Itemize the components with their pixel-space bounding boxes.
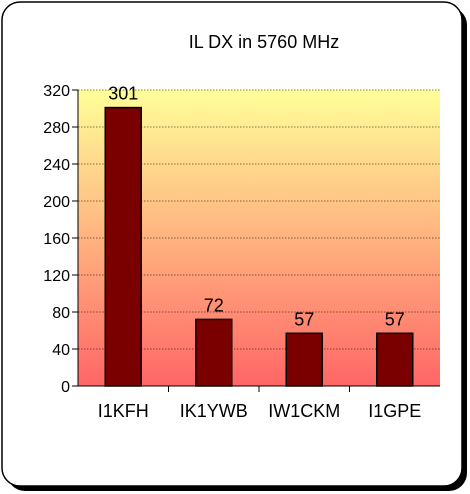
bar-value-label: 72 <box>204 295 224 315</box>
bar-value-label: 301 <box>108 84 138 104</box>
bar-iw1ckm <box>285 332 323 387</box>
bar-i1gpe <box>376 332 414 387</box>
y-tick-label: 280 <box>43 120 70 137</box>
y-tick-label: 0 <box>61 379 70 396</box>
y-tick-label: 120 <box>43 268 70 285</box>
bar-value-label: 57 <box>385 309 405 329</box>
x-tick-label: I1KFH <box>98 401 149 421</box>
bar-i1kfh <box>104 106 142 387</box>
y-tick-label: 320 <box>43 83 70 100</box>
bar-ik1ywb <box>195 318 233 387</box>
bars <box>104 106 414 387</box>
y-tick-label: 40 <box>52 342 70 359</box>
axes <box>72 89 440 392</box>
x-tick-label: I1GPE <box>368 401 421 421</box>
y-tick-label: 240 <box>43 157 70 174</box>
chart-title: IL DX in 5760 MHz <box>189 32 339 52</box>
y-tick-label: 200 <box>43 194 70 211</box>
bar-value-label: 57 <box>294 309 314 329</box>
x-tick-label: IW1CKM <box>268 401 340 421</box>
y-tick-label: 80 <box>52 305 70 322</box>
y-tick-label: 160 <box>43 231 70 248</box>
labels: 0 40 80 120 160 200 240 280 320 301 I1KFH 72 IK1YWB 5… <box>43 83 421 421</box>
x-tick-label: IK1YWB <box>180 401 248 421</box>
